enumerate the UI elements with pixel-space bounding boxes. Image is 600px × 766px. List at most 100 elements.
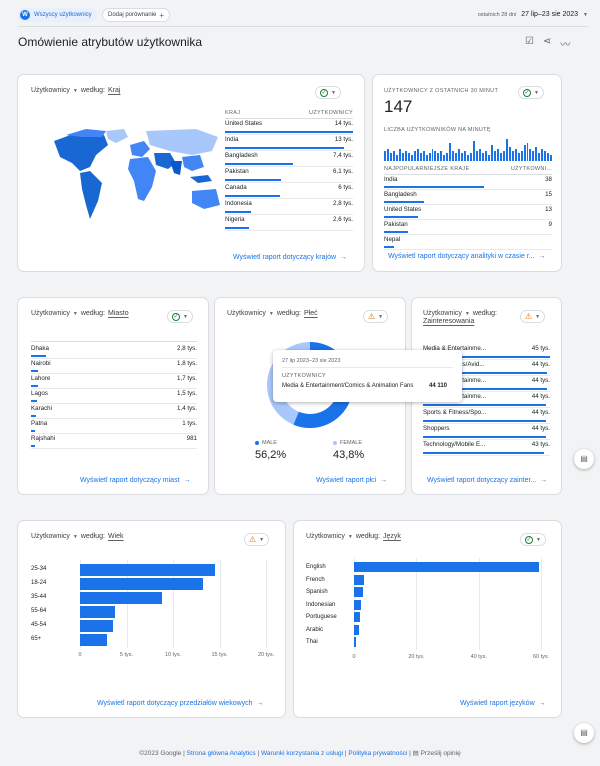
plus-icon: + [159, 10, 165, 20]
row-value: 43 tys. [531, 441, 550, 448]
quality-badge[interactable]: ⚠ ▼ [363, 310, 389, 323]
grid-line [478, 558, 480, 650]
footer-feedback-link[interactable]: Prześlij opinię [420, 750, 461, 757]
row-bar [31, 385, 38, 387]
bar[interactable] [80, 564, 215, 576]
realtime-label: UŻYTKOWNICY Z OSTATNICH 30 MINUT [384, 88, 499, 94]
table-row[interactable]: Nairobi 1,8 tys. [31, 360, 197, 374]
table-row[interactable]: Pakistan 6,1 tys. [225, 168, 353, 183]
table-row[interactable]: Karachi 1,4 tys. [31, 405, 197, 419]
interests-card-title[interactable]: Użytkownicy ▼ według: Zainteresowania [423, 310, 523, 325]
footer-terms-link[interactable]: Warunki korzystania z usługi [260, 750, 344, 757]
quality-badge[interactable]: ✓ ▼ [518, 86, 544, 99]
table-row[interactable]: Bangladesh 15 [384, 191, 552, 205]
bar[interactable] [80, 592, 162, 604]
feedback-fab[interactable]: ▤ [574, 449, 594, 469]
table-row[interactable]: Rajshahi 981 [31, 435, 197, 449]
quality-badge[interactable]: ✓ ▼ [520, 533, 546, 546]
country-report-link[interactable]: Wyświetl raport dotyczący krajów → [233, 254, 348, 261]
bar[interactable] [354, 574, 364, 585]
category-label: 35-44 [31, 594, 47, 600]
quality-badge[interactable]: ✓ ▼ [167, 310, 193, 323]
segment-chip[interactable]: W Wszyscy użytkownicy [18, 8, 97, 22]
table-row[interactable]: Nepal [384, 236, 552, 250]
date-range-picker[interactable]: ostatnich 28 dni 27 lip–23 sie 2023 ▼ [478, 11, 588, 18]
table-row[interactable]: Patna 1 tys. [31, 420, 197, 434]
table-row[interactable]: Indonesia 2,8 tys. [225, 200, 353, 215]
metric-selector[interactable]: Użytkownicy [31, 87, 70, 94]
bar[interactable] [354, 624, 360, 635]
table-row[interactable]: Technology/Mobile E... 43 tys. [423, 441, 550, 456]
bar[interactable] [354, 599, 361, 610]
bar[interactable] [354, 612, 360, 622]
minute-bar [449, 143, 452, 161]
row-label: Technology/Mobile E... [423, 441, 486, 448]
by-label: według: [355, 533, 380, 540]
table-row[interactable]: Bangladesh 7,4 tys. [225, 152, 353, 167]
bar[interactable] [80, 634, 107, 646]
table-row[interactable]: Dhaka 2,8 tys. [31, 345, 197, 359]
age-card-title[interactable]: Użytkownicy ▼ według: Wiek [31, 533, 124, 540]
by-label: według: [472, 310, 497, 317]
language-card-title[interactable]: Użytkownicy ▼ według: Język [306, 533, 401, 540]
minute-bar [523, 145, 526, 161]
row-bar [31, 370, 39, 372]
age-report-link[interactable]: Wyświetl raport dotyczący przedziałów wi… [97, 700, 264, 707]
quality-badge[interactable]: ✓ ▼ [315, 86, 341, 99]
arrow-right-icon: → [183, 477, 191, 484]
add-comparison-button[interactable]: Dodaj porównanie + [102, 8, 171, 22]
table-row[interactable]: United States 14 tys. [225, 120, 353, 135]
footer-home-link[interactable]: Strona główna Analytics [186, 750, 256, 757]
gender-card-title[interactable]: Użytkownicy ▼ według: Płeć [227, 310, 318, 317]
table-row[interactable]: India 38 [384, 176, 552, 190]
gender-report-link[interactable]: Wyświetl raport płci → [316, 477, 388, 484]
table-row[interactable]: India 13 tys. [225, 136, 353, 151]
metric-selector[interactable]: Użytkownicy [31, 533, 70, 540]
country-table-header: KRAJ UŻYTKOWNICY [225, 110, 353, 119]
table-row[interactable]: Nigeria 2,6 tys. [225, 216, 353, 231]
share-icon[interactable]: ⋖ [542, 36, 552, 47]
country-card-title[interactable]: Użytkownicy ▼ według: Kraj [31, 87, 120, 94]
bar[interactable] [354, 587, 363, 597]
feedback-fab[interactable]: ▤ [574, 723, 594, 743]
metric-selector[interactable]: Użytkownicy [306, 533, 345, 540]
table-row[interactable]: Shoppers 44 tys. [423, 425, 550, 440]
row-value: 14 tys. [334, 120, 353, 127]
minute-bar [532, 151, 535, 161]
metric-selector[interactable]: Użytkownicy [31, 310, 70, 317]
table-row[interactable]: Lagos 1,5 tys. [31, 390, 197, 404]
realtime-report-link[interactable]: Wyświetl raport dotyczący analityki w cz… [388, 253, 546, 260]
table-row[interactable]: United States 13 [384, 206, 552, 220]
minute-bar [452, 151, 455, 161]
customize-report-icon[interactable]: ☑ [525, 36, 534, 47]
row-value: 1 tys. [182, 420, 197, 427]
table-row[interactable]: Sports & Fitness/Spo... 44 tys. [423, 409, 550, 424]
insights-icon[interactable]: 〰 [560, 40, 571, 51]
bar[interactable] [80, 620, 114, 632]
bar[interactable] [80, 606, 116, 618]
row-label: Canada [225, 184, 247, 191]
bar[interactable] [80, 578, 203, 590]
footer-privacy-link[interactable]: Polityka prywatności [348, 750, 408, 757]
quality-badge[interactable]: ⚠ ▼ [244, 533, 270, 546]
minute-bar [496, 149, 499, 161]
minute-bar [404, 151, 407, 161]
row-label: Sports & Fitness/Spo... [423, 409, 487, 416]
quality-badge[interactable]: ⚠ ▼ [520, 310, 546, 323]
interests-report-link[interactable]: Wyświetl raport dotyczący zainter... → [427, 477, 548, 484]
bar[interactable] [354, 562, 540, 572]
city-report-link[interactable]: Wyświetl raport dotyczący miast → [80, 477, 191, 484]
table-row[interactable]: Pakistan 9 [384, 221, 552, 235]
table-row[interactable]: Lahore 1,7 tys. [31, 375, 197, 389]
language-report-link[interactable]: Wyświetl raport języków → [460, 700, 546, 707]
row-value: 44 tys. [531, 425, 550, 432]
metric-selector[interactable]: Użytkownicy [423, 310, 462, 317]
table-row[interactable]: Canada 6 tys. [225, 184, 353, 199]
per-minute-label: LICZBA UŻYTKOWNIKÓW NA MINUTĘ [384, 127, 491, 133]
header-divider [18, 26, 588, 27]
bar[interactable] [354, 637, 357, 647]
table-row[interactable]: Media & Entertainme... 45 tys. [423, 345, 550, 360]
city-card-title[interactable]: Użytkownicy ▼ według: Miasto [31, 310, 129, 317]
metric-selector[interactable]: Użytkownicy [227, 310, 266, 317]
minute-bar [493, 151, 496, 161]
